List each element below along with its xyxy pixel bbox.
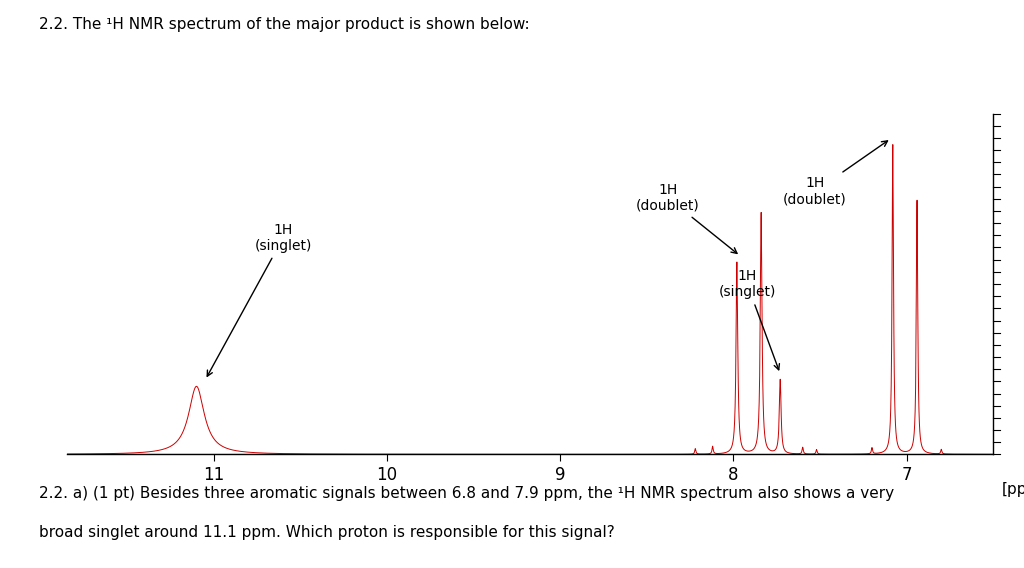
Text: [ppm]: [ppm] [1001, 482, 1024, 497]
Text: 2.2. a) (1 pt) Besides three aromatic signals between 6.8 and 7.9 ppm, the ¹H NM: 2.2. a) (1 pt) Besides three aromatic si… [39, 486, 894, 500]
Text: broad singlet around 11.1 ppm. Which proton is responsible for this signal?: broad singlet around 11.1 ppm. Which pro… [39, 525, 614, 540]
Text: 2.2. The ¹H NMR spectrum of the major product is shown below:: 2.2. The ¹H NMR spectrum of the major pr… [39, 17, 529, 32]
Text: 1H
(doublet): 1H (doublet) [636, 182, 737, 253]
Text: 1H
(singlet): 1H (singlet) [719, 269, 779, 370]
Text: 1H
(doublet): 1H (doublet) [783, 141, 888, 207]
Text: 1H
(singlet): 1H (singlet) [207, 223, 311, 376]
